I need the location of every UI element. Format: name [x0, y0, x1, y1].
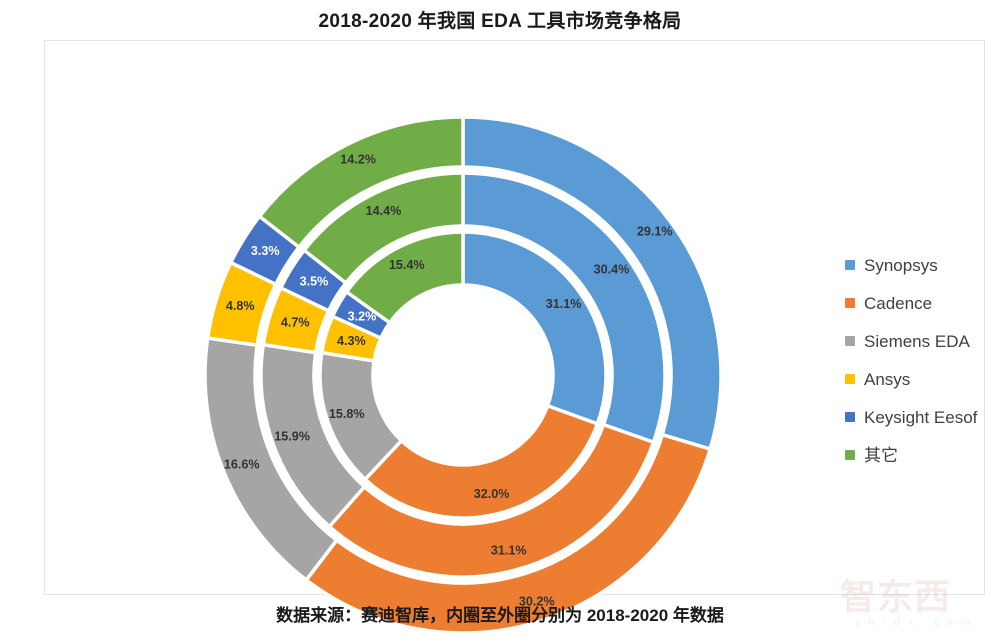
donut-slice-label: 14.4%: [366, 204, 402, 218]
donut-slice-group: [205, 117, 721, 633]
donut-slice-label: 3.5%: [300, 275, 329, 289]
donut-slice-label: 31.1%: [491, 543, 527, 557]
legend-swatch-icon: [845, 298, 855, 308]
donut-slice-label: 3.3%: [251, 244, 280, 258]
legend-item-label: Ansys: [864, 369, 911, 389]
legend-item[interactable]: Siemens EDA: [845, 322, 1000, 360]
donut-slice-label: 4.3%: [337, 334, 366, 348]
donut-slice[interactable]: [461, 230, 608, 426]
legend-item-label: Synopsys: [864, 255, 938, 275]
donut-slice-label: 15.8%: [329, 407, 365, 421]
donut-slice[interactable]: [257, 117, 465, 249]
donut-slice[interactable]: [363, 404, 600, 520]
donut-slice-label: 14.2%: [340, 153, 376, 167]
donut-slice[interactable]: [327, 422, 656, 579]
legend-item[interactable]: 其它: [845, 436, 1000, 474]
legend-swatch-icon: [845, 450, 855, 460]
donut-slice-label: 15.9%: [274, 429, 310, 443]
donut-slice[interactable]: [302, 171, 465, 285]
donut-slice-label: 15.4%: [389, 258, 425, 272]
donut-slice[interactable]: [344, 230, 465, 325]
legend-swatch-icon: [845, 260, 855, 270]
chart-legend: Synopsys Cadence Siemens EDA Ansys Keysight …: [845, 246, 1000, 474]
legend-item-label: 其它: [864, 445, 898, 465]
donut-chart: 31.1% 32.0% 15.8% 4.3% 3.2% 15.4% 30.4% 31.1% 15…: [205, 117, 721, 633]
legend-item[interactable]: Cadence: [845, 284, 1000, 322]
donut-slice-label: 16.6%: [224, 458, 260, 472]
plot-area: 31.1% 32.0% 15.8% 4.3% 3.2% 15.4% 30.4% 31.1% 15…: [44, 40, 985, 633]
legend-item-label: Keysight Eesof: [864, 407, 978, 427]
donut-slice[interactable]: [461, 171, 667, 444]
donut-slice-label: 32.0%: [474, 487, 510, 501]
legend-swatch-icon: [845, 336, 855, 346]
legend-swatch-icon: [845, 374, 855, 384]
donut-slice-label: 3.2%: [348, 309, 377, 323]
donut-svg: 31.1% 32.0% 15.8% 4.3% 3.2% 15.4% 30.4% 31.1% 15…: [205, 117, 721, 633]
donut-slice-label: 30.2%: [519, 595, 555, 609]
legend-item-label: Cadence: [864, 293, 933, 313]
legend-item[interactable]: Ansys: [845, 360, 1000, 398]
donut-slice-label: 4.7%: [281, 316, 310, 330]
legend-item-label: Siemens EDA: [864, 331, 970, 351]
donut-slice-label: 30.4%: [594, 262, 630, 276]
donut-label-group: 31.1% 32.0% 15.8% 4.3% 3.2% 15.4% 30.4% 31.1% 15…: [224, 153, 673, 609]
source-note: 数据来源：赛迪智库，内圈至外圈分别为 2018-2020 年数据: [276, 606, 724, 625]
donut-slice-label: 29.1%: [637, 225, 673, 239]
donut-slice-label: 31.1%: [546, 297, 582, 311]
legend-item[interactable]: Synopsys: [845, 246, 1000, 284]
legend-swatch-icon: [845, 412, 855, 422]
donut-slice-label: 4.8%: [226, 299, 255, 313]
legend-item[interactable]: Keysight Eesof: [845, 398, 1000, 436]
page-title: 2018-2020 年我国 EDA 工具市场竞争格局: [318, 11, 682, 32]
